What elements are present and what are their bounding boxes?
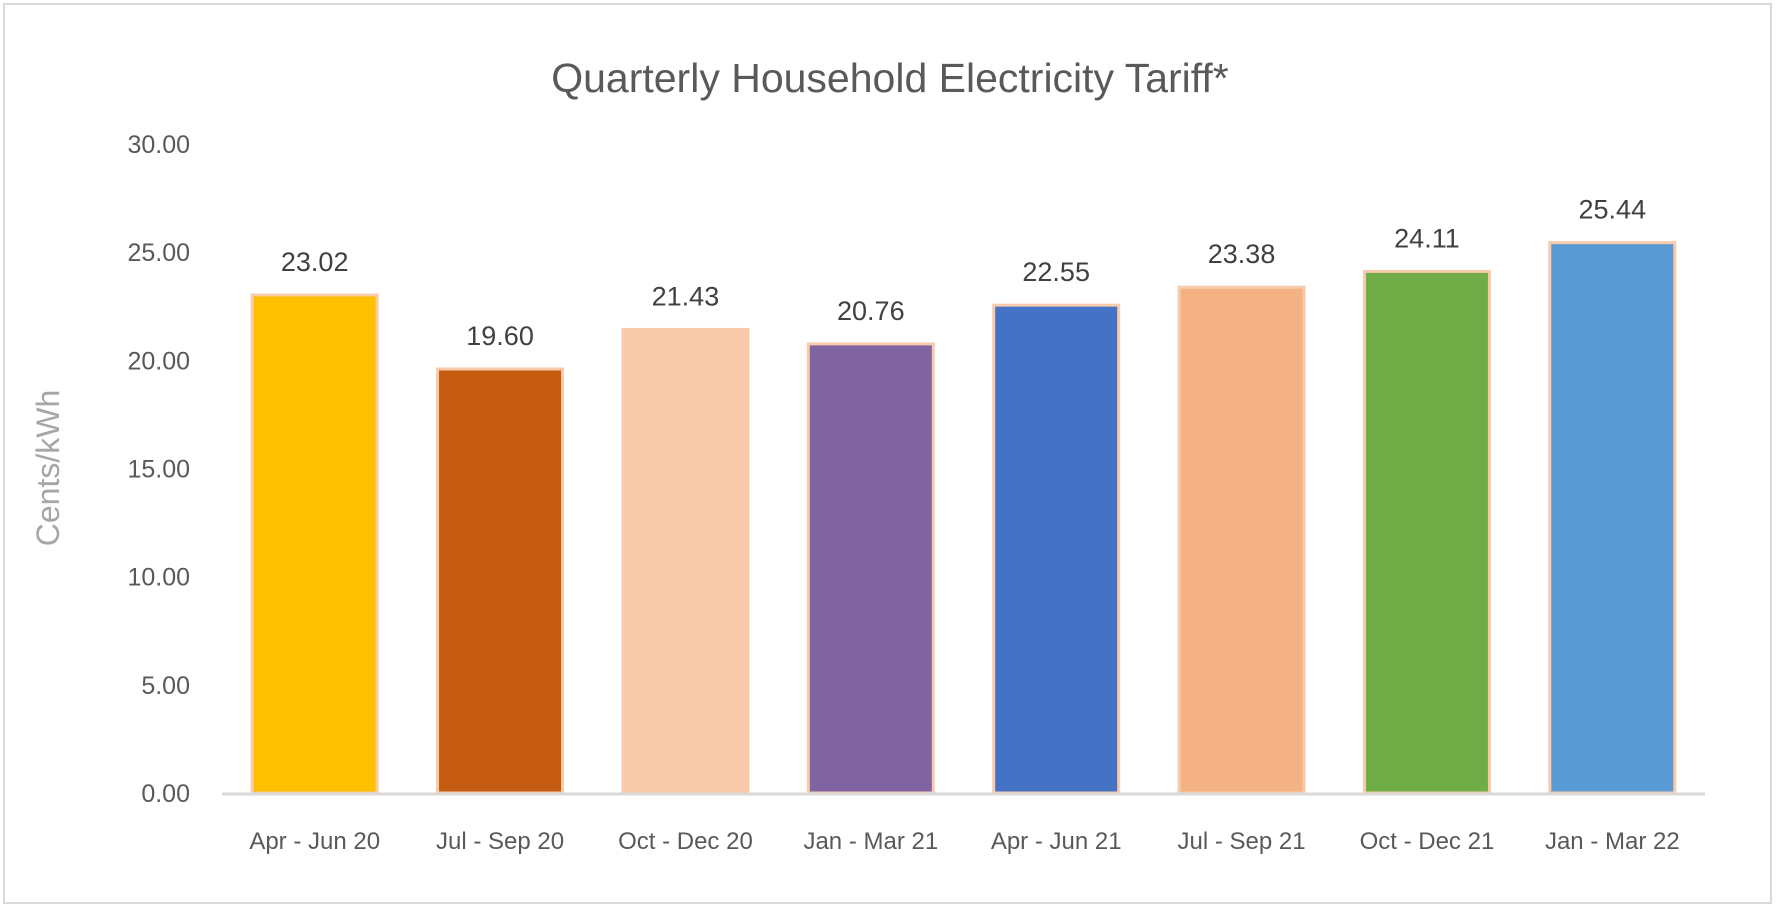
bar [621,327,750,795]
data-label: 24.11 [1394,223,1460,253]
data-label: 20.76 [837,296,905,326]
data-label: 22.55 [1022,257,1090,287]
x-tick-label: Jul - Sep 20 [436,828,564,855]
y-tick-label: 5.00 [141,672,190,700]
bar [1362,269,1491,795]
y-tick-label: 20.00 [127,347,190,375]
y-tick-label: 10.00 [127,564,190,592]
x-tick-label: Oct - Dec 20 [618,828,753,855]
data-label: 23.02 [281,247,349,277]
bar [992,303,1121,795]
x-tick-label: Apr - Jun 20 [249,828,380,855]
bar [1177,285,1306,795]
x-tick-label: Apr - Jun 21 [991,828,1122,855]
data-label: 21.43 [652,281,720,311]
y-tick-label: 25.00 [127,239,190,267]
x-tick-label: Jul - Sep 21 [1178,828,1306,855]
y-axis-label: Cents/kWh [30,390,66,546]
y-tick-label: 15.00 [127,456,190,484]
bar [250,293,379,795]
y-tick-label: 30.00 [127,131,190,159]
x-tick-label: Jan - Mar 21 [803,828,938,855]
bar [436,367,565,795]
bar [1548,241,1677,795]
x-tick-label: Jan - Mar 22 [1545,828,1680,855]
bar [806,342,935,795]
data-label: 25.44 [1579,195,1647,225]
data-label: 19.60 [466,321,534,351]
data-label: 23.38 [1208,239,1276,269]
y-tick-label: 0.00 [141,780,190,808]
chart-title: Quarterly Household Electricity Tariff* [551,55,1229,101]
x-tick-label: Oct - Dec 21 [1360,828,1495,855]
